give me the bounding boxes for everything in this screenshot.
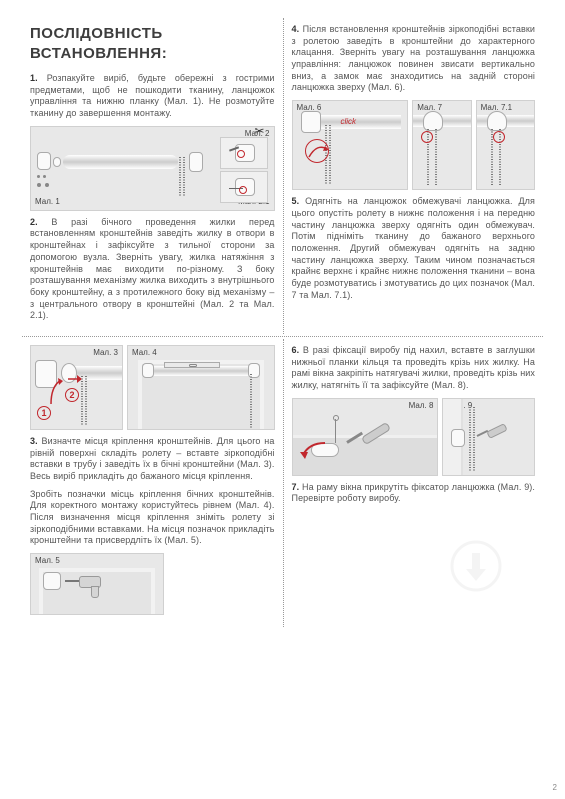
diagram-1-2: Мал. 2 Мал. 1 Мал. 2.1 ✂ <box>30 126 275 211</box>
step6-text: 6. В разі фіксації виробу під нахил, вст… <box>292 345 536 392</box>
diagram-row-6-7: Мал. 6 click Мал. 7 <box>292 100 536 196</box>
cell-step1: ПОСЛІДОВНІСТЬ ВСТАНОВЛЕННЯ: 1. Розпакуйт… <box>22 18 283 334</box>
curve-arrow-icon <box>49 376 63 406</box>
step3-text1: 3. Визначте місця кріплення кронштейнів.… <box>30 436 275 483</box>
diagram-5: Мал. 5 <box>30 553 164 615</box>
label-mal5: Мал. 5 <box>35 556 60 566</box>
hsep-1 <box>22 336 543 337</box>
step5-num: 5. <box>292 196 300 206</box>
label-mal8: Мал. 8 <box>409 401 434 411</box>
cell-step3: Мал. 3 2 1 Мал. 4 <box>22 339 283 627</box>
click-label: click <box>341 117 357 127</box>
step1-text: 1. Розпакуйте виріб, будьте обережні з г… <box>30 73 275 120</box>
marker-2: 2 <box>65 388 79 402</box>
step4-text: 4. Після встановлення кронштейнів зіркоп… <box>292 24 536 94</box>
cell-step6-7: 6. В разі фіксації виробу під нахил, вст… <box>283 339 544 627</box>
step3-text2: Зробіть позначки місць кріплення бічних … <box>30 489 275 547</box>
diagram-71: Мал. 7.1 <box>476 100 535 190</box>
step2-text: 2. В разі бічного проведення жилки перед… <box>30 217 275 322</box>
diagram-row-3-4: Мал. 3 2 1 Мал. 4 <box>30 345 275 436</box>
diagram-6: Мал. 6 click <box>292 100 409 190</box>
scissors-icon: ✂ <box>254 124 264 140</box>
label-mal4: Мал. 4 <box>132 348 157 358</box>
watermark-icon <box>449 539 503 597</box>
diagram-row-8-9: Мал. 8 Мал. 9 <box>292 398 536 482</box>
step2-num: 2. <box>30 217 38 227</box>
page-number: 2 <box>553 783 557 793</box>
step7-text: 7. На раму вікна прикрутіть фіксатор лан… <box>292 482 536 505</box>
curve-arrow-icon-2 <box>299 441 329 463</box>
step5-text: 5. Одягніть на ланцюжок обмежувачі ланцю… <box>292 196 536 301</box>
marker-1: 1 <box>37 406 51 420</box>
step3-num: 3. <box>30 436 38 446</box>
step4-num: 4. <box>292 24 300 34</box>
page-title: ПОСЛІДОВНІСТЬ ВСТАНОВЛЕННЯ: <box>30 24 275 63</box>
arrow-icon <box>67 372 83 386</box>
diagram-8: Мал. 8 <box>292 398 439 476</box>
diagram-4: Мал. 4 <box>127 345 275 430</box>
red-arrow-icon <box>307 141 331 161</box>
cell-step4-5: 4. Після встановлення кронштейнів зіркоп… <box>283 18 544 334</box>
step7-num: 7. <box>292 482 300 492</box>
diagram-7: Мал. 7 <box>412 100 471 190</box>
label-mal3: Мал. 3 <box>93 348 118 358</box>
step6-num: 6. <box>292 345 300 355</box>
step1-num: 1. <box>30 73 38 83</box>
label-mal1: Мал. 1 <box>35 197 60 207</box>
diagram-3: Мал. 3 2 1 <box>30 345 123 430</box>
diagram-9: Мал. 9 <box>442 398 535 476</box>
